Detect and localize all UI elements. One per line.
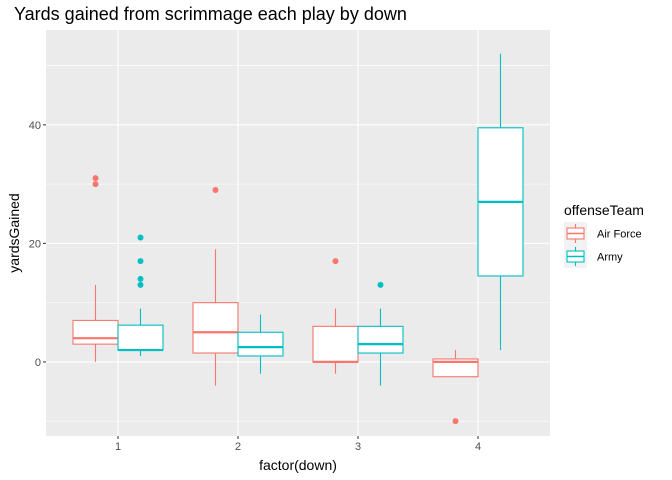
box-body xyxy=(357,325,404,354)
y-tick-label: 20 xyxy=(29,238,41,250)
y-tick-label: 0 xyxy=(35,357,41,369)
legend-label: Army xyxy=(597,252,623,264)
box-army-down-2 xyxy=(237,314,284,374)
outlier-point xyxy=(92,175,99,182)
legend-key-air-force: Air Force xyxy=(564,222,642,245)
x-axis-title: factor(down) xyxy=(259,457,337,473)
legend-key-army: Army xyxy=(564,245,623,268)
outlier-point xyxy=(92,181,99,188)
box-army-down-4 xyxy=(477,53,524,351)
box-army-down-3 xyxy=(357,281,404,386)
outlier-point xyxy=(377,281,384,288)
outlier-point xyxy=(332,258,339,265)
box-body xyxy=(192,302,239,354)
x-tick-label: 2 xyxy=(235,441,241,453)
outlier-point xyxy=(212,187,219,194)
x-tick-label: 4 xyxy=(475,441,481,453)
box-body xyxy=(117,324,164,351)
outlier-point xyxy=(452,418,459,425)
box-army-down-1 xyxy=(117,234,164,356)
outlier-point xyxy=(137,281,144,288)
outlier-point xyxy=(137,275,144,282)
outlier-point xyxy=(137,234,144,241)
legend: offenseTeam Air Force Army xyxy=(564,202,644,268)
outlier-point xyxy=(137,258,144,265)
box-air-force-down-4 xyxy=(432,350,479,425)
box-marks xyxy=(72,53,524,425)
box-body xyxy=(237,331,284,357)
box-air-force-down-2 xyxy=(192,187,239,386)
x-tick-label: 3 xyxy=(355,441,361,453)
x-axis: 1 2 3 4 xyxy=(115,436,481,453)
chart-title: Yards gained from scrimmage each play by… xyxy=(14,4,407,24)
y-axis-title: yardsGained xyxy=(6,193,22,272)
box-body xyxy=(312,325,359,363)
legend-title: offenseTeam xyxy=(564,202,644,218)
x-tick-label: 1 xyxy=(115,441,121,453)
box-body xyxy=(72,319,119,345)
y-axis: 0 20 40 xyxy=(29,120,46,369)
y-tick-label: 40 xyxy=(29,120,41,132)
legend-label: Air Force xyxy=(597,229,642,241)
box-body xyxy=(432,358,479,378)
